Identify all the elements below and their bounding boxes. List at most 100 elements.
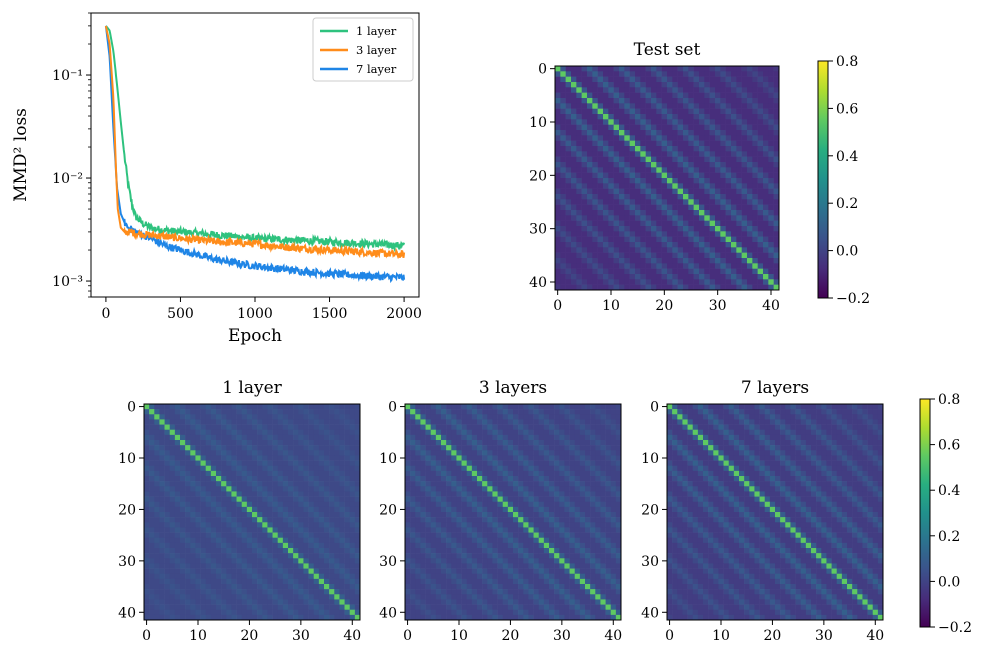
heatmap-cell [190,450,196,456]
heatmap-cell [185,414,191,420]
heatmap-cell [324,465,330,472]
heatmap-cell [288,558,294,564]
heatmap-cell [768,236,774,243]
heatmap-cell [446,527,452,533]
heatmap-cell [651,108,657,115]
heatmap-cell [293,445,299,451]
heatmap-cell [190,537,196,544]
heatmap-cell [174,501,181,508]
heatmap-cell [656,114,662,120]
heatmap-cell [324,609,330,616]
heatmap-cell [308,481,315,487]
heatmap-cell [288,440,294,446]
heatmap-cell [174,537,181,544]
heatmap-cell [543,512,550,518]
heatmap-cell [487,501,493,508]
heatmap-cell [747,188,753,195]
heatmap-cell [560,284,566,291]
heatmap-cell [635,92,641,99]
heatmap-cell [677,226,684,232]
heatmap-cell [683,108,689,115]
heatmap-cell [313,599,320,605]
heatmap-cell [667,114,673,120]
heatmap-cell [277,465,284,472]
heatmap-cell [640,172,646,179]
heatmap-cell [624,71,630,77]
heatmap-cell [688,188,694,195]
heatmap-cell [608,130,614,136]
heatmap-cell [164,517,171,523]
heatmap-cell [610,429,617,436]
heatmap-cell [629,210,636,216]
heatmap-cell [613,231,620,237]
heatmap-cell [543,409,550,415]
heatmap-cell [651,114,657,120]
heatmap-cell [560,167,566,173]
heatmap-cell [699,252,705,259]
heatmap-cell [456,409,462,415]
heatmap-cell [354,614,361,621]
heatmap-cell [715,162,721,168]
heatmap-cell [262,594,268,600]
heatmap-cell [543,445,550,451]
heatmap-cell [571,156,577,163]
heatmap-cell [282,568,289,575]
heatmap-cell [477,527,483,533]
heatmap-cell [603,236,609,243]
heatmap-cell [603,172,609,179]
heatmap-cell [608,274,614,280]
heatmap-cell [619,98,625,104]
heatmap-cell [603,156,609,163]
heatmap-cell [635,82,641,88]
heatmap-cell [725,194,732,200]
heatmap-cell [571,98,577,104]
heatmap-cell [576,119,582,125]
heatmap-cell [581,103,588,109]
heatmap-cell [624,92,630,99]
heatmap-cell [571,108,577,115]
heatmap-cell [720,279,726,285]
heatmap-cell [624,220,630,227]
heatmap-cell [757,172,764,179]
heatmap-cell [405,542,411,549]
heatmap-cell [533,434,540,441]
heatmap-cell [615,542,622,549]
heatmap-cell [549,506,555,513]
heatmap-cell [595,501,601,508]
heatmap-cell [677,236,684,243]
heatmap-cell [720,162,726,168]
heatmap-cell [507,548,514,554]
heatmap-cell [430,568,437,575]
heatmap-cell [656,236,662,243]
heatmap-cell [555,188,561,195]
heatmap-cell [272,496,279,503]
heatmap-cell [308,578,315,585]
heatmap-cell [518,548,524,554]
heatmap-cell [677,263,684,269]
heatmap-cell [246,563,253,569]
heatmap-cell [528,532,534,539]
heatmap-cell [683,119,689,125]
heatmap-cell [569,532,576,539]
heatmap-cell [195,424,201,431]
heatmap-cell [543,450,550,456]
heatmap-cell [318,614,325,621]
heatmap-cell [688,258,694,264]
heatmap-cell [565,231,572,237]
heatmap-cell [236,465,243,472]
heatmap-cell [221,440,227,446]
heatmap-cell [303,434,309,441]
heatmap-cell [736,151,742,157]
heatmap-cell [226,424,232,431]
heatmap-cell [574,527,581,533]
heatmap-cell [415,476,421,482]
heatmap-cell [555,98,561,104]
loss-x-ticks: 0 500 1000 1500 2000 [101,297,422,322]
heatmap-cell [581,178,588,184]
heatmap-cell [645,76,652,83]
heatmap-cell [569,481,576,487]
heatmap-cell [543,470,550,477]
heatmap-cell [656,130,662,136]
heatmap-cell [252,424,258,431]
heatmap-cell [303,522,309,528]
